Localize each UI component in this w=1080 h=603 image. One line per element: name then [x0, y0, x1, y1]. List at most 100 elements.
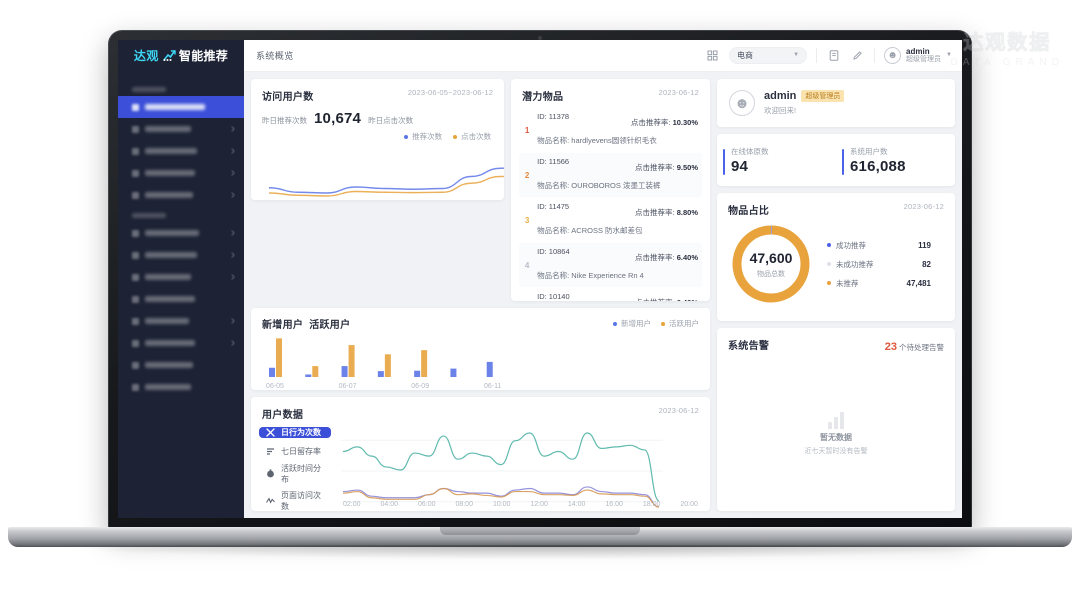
legend-dot	[827, 281, 831, 285]
visits-legend-item-0: 推荐次数	[404, 131, 442, 142]
item-rate: 点击推荐率: 8.80%	[635, 208, 698, 217]
x-axis-tick: 04:00	[380, 501, 399, 508]
kpi-value: 616,088	[850, 157, 906, 175]
svg-text:06-09: 06-09	[411, 383, 429, 390]
legend-dot	[827, 262, 831, 266]
potential-item-row[interactable]: 3 ID: 11475 点击推荐率: 8.80% 物品名称: ACROSS 防水邮差包	[519, 198, 702, 242]
sidebar-item-1-2[interactable]	[118, 266, 244, 288]
item-ratio-date: 2023-06-12	[903, 202, 944, 211]
ratio-legend-item-2: 未推荐 47,481	[827, 278, 945, 289]
item-rank: 1	[524, 125, 530, 135]
user-data-tab-label: 七日留存率	[281, 446, 321, 456]
pencil-icon[interactable]	[850, 48, 865, 63]
user-data-x-axis: 02:00 04:00 06:00 08:00 10:00 12:00 14:00 16:00…	[337, 501, 704, 508]
logo-arrow-icon	[162, 49, 176, 62]
user-data-tab-1[interactable]: 七日留存率	[259, 445, 331, 457]
active-users-title: 活跃用户	[309, 320, 351, 331]
sidebar-item-0-0[interactable]	[118, 96, 244, 118]
sidebar-item-1-4[interactable]	[118, 310, 244, 332]
sidebar-item-0-2[interactable]	[118, 140, 244, 162]
sidebar-item-1-1[interactable]	[118, 244, 244, 266]
item-name: 物品名称: Nike Experience Rn 4	[537, 271, 644, 280]
sidebar-item-0-4[interactable]	[118, 184, 244, 206]
top-bar: 达观 智能推荐 系统概览 电商 ▼	[118, 40, 962, 72]
user-data-card: 用户数据 2023-06-12 日行为次数七日留存率活跃时间分布 页面访问次数 0…	[251, 396, 710, 511]
sidebar-item-label	[145, 170, 195, 176]
item-body: ID: 10140点击推荐率: 6.40%物品名称: Undercover UC…	[537, 292, 698, 301]
legend-dot	[827, 243, 831, 247]
svg-text:06-11: 06-11	[484, 383, 501, 390]
sidebar-item-icon	[132, 103, 139, 111]
sidebar-item-label	[145, 318, 189, 324]
laptop-base	[8, 527, 1072, 547]
legend-label: 未推荐	[836, 278, 859, 288]
grid-icon[interactable]	[705, 48, 720, 63]
x-axis-tick: 02:00	[343, 501, 361, 508]
legend-value: 47,481	[906, 278, 931, 288]
legend-label: 推荐次数	[412, 132, 443, 141]
potential-item-row[interactable]: 1 ID: 11378 点击推荐率: 10.30% 物品名称: hardlyevens…	[519, 108, 702, 152]
item-rate: 点击推荐率: 6.40%	[635, 292, 698, 301]
potential-item-row[interactable]: 2 ID: 11566 点击推荐率: 9.50% 物品名称: OUROBOROS 泼墨…	[519, 153, 702, 197]
user-data-tab-3[interactable]: 页面访问次数	[259, 491, 331, 511]
item-line-1: ID: 10864 点击推荐率: 6.40%	[537, 247, 698, 265]
user-data-tab-2[interactable]: 活跃时间分布	[259, 464, 331, 484]
item-body: ID: 11378 点击推荐率: 10.30% 物品名称: hardlyevens圆…	[537, 112, 698, 148]
sidebar-item-1-3[interactable]	[118, 288, 244, 310]
chevron-right-icon	[229, 170, 235, 176]
sidebar[interactable]	[118, 72, 244, 518]
system-alerts-header: 系统告警 23 个待处理告警	[717, 328, 955, 355]
user-data-tab-0[interactable]: 日行为次数	[259, 426, 331, 439]
item-ratio-title: 物品占比	[728, 206, 770, 217]
visits-stat1-label: 昨日推荐次数	[262, 116, 307, 125]
user-data-tabs[interactable]: 日行为次数七日留存率活跃时间分布 页面访问次数	[251, 421, 337, 511]
user-menu[interactable]: ☻ admin 超级管理员 ▼	[884, 47, 952, 64]
domain-selector[interactable]: 电商 ▼	[729, 46, 808, 64]
potential-item-row[interactable]: 5ID: 10140点击推荐率: 6.40%物品名称: Undercover U…	[519, 288, 702, 301]
sidebar-item-label	[145, 104, 205, 110]
potential-items-card: 潜力物品 2023-06-12 1 ID: 11378 点击推荐率: 10.30% 物…	[511, 79, 710, 301]
item-ratio-card: 物品占比 2023-06-12 47,600 物品总数 成功推荐 119 未成功推荐…	[717, 193, 955, 321]
user-data-title: 用户数据	[262, 409, 304, 421]
item-line-1: ID: 11566 点击推荐率: 9.50%	[537, 157, 698, 175]
visits-stats: 昨日推荐次数 10,674 昨日点击次数	[251, 103, 504, 127]
document-icon[interactable]	[826, 48, 841, 63]
sidebar-item-1-0[interactable]	[118, 222, 244, 244]
main-content: 访问用户数 2023-06-05~2023-06-12 昨日推荐次数 10,67…	[244, 72, 962, 518]
x-axis-tick: 10:00	[492, 501, 511, 508]
item-body: ID: 11475 点击推荐率: 8.80% 物品名称: ACROSS 防水邮差包	[537, 202, 698, 238]
item-rate: 点击推荐率: 6.40%	[635, 253, 698, 262]
sidebar-item-1-6[interactable]	[118, 354, 244, 376]
svg-text:06-05: 06-05	[266, 383, 284, 390]
potential-item-row[interactable]: 4 ID: 10864 点击推荐率: 6.40% 物品名称: Nike Experie…	[519, 243, 702, 287]
laptop-base-notch	[440, 527, 640, 535]
alert-count: 23	[884, 341, 897, 353]
sidebar-item-icon	[132, 317, 139, 325]
sidebar-item-icon	[132, 251, 139, 259]
visits-stat1-value: 10,674	[314, 110, 362, 127]
legend-dot	[613, 321, 617, 326]
app-logo[interactable]: 达观 智能推荐	[118, 40, 244, 72]
sidebar-item-1-5[interactable]	[118, 332, 244, 354]
user-info: admin 超级管理员	[906, 47, 941, 64]
sidebar-item-icon	[132, 147, 139, 155]
item-ratio-legend: 成功推荐 119 未成功推荐 82 未推荐 47,481	[815, 240, 945, 289]
sidebar-item-0-1[interactable]	[118, 118, 244, 140]
sidebar-item-icon	[132, 361, 139, 369]
user-data-date: 2023-06-12	[658, 405, 699, 415]
users-legend-item-0: 新增用户	[613, 318, 651, 329]
sidebar-item-1-7[interactable]	[118, 376, 244, 398]
sidebar-item-label	[145, 230, 199, 236]
x-axis-tick: 06:00	[417, 501, 436, 508]
chevron-right-icon	[229, 230, 235, 236]
x-axis-tick: 14:00	[567, 501, 586, 508]
sidebar-item-0-3[interactable]	[118, 162, 244, 184]
item-id: ID: 11475	[537, 202, 570, 211]
kpi-1: 系统用户数 616,088	[836, 146, 955, 175]
sidebar-item-label	[145, 384, 191, 390]
user-data-tab-label: 日行为次数	[281, 428, 321, 438]
new-users-title: 新增用户	[262, 320, 304, 331]
item-rate: 点击推荐率: 9.50%	[635, 163, 698, 172]
kpi-label: 系统用户数	[850, 146, 888, 156]
